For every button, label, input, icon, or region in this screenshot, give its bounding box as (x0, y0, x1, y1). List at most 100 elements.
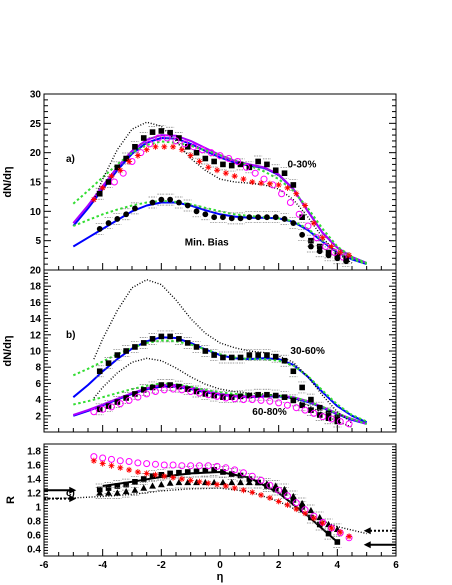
data-point-square (105, 485, 112, 491)
data-point-triangle (149, 482, 156, 489)
data-point-star (266, 180, 273, 187)
error-bracket (280, 354, 289, 367)
data-point-square (211, 158, 217, 165)
data-point-square (202, 348, 209, 354)
y-tick-label: 1 (35, 503, 41, 514)
data-point-open-circle (295, 210, 303, 218)
data-point-circle (211, 214, 218, 221)
error-bracket (157, 468, 166, 481)
data-point-open-circle (327, 415, 335, 423)
data-point-square (334, 252, 341, 259)
series-line (72, 140, 368, 264)
data-point-square (114, 483, 121, 489)
data-point-open-circle (292, 404, 300, 412)
y-tick-label: 2 (35, 411, 41, 422)
error-bracket (262, 158, 271, 171)
x-tick-label: 0 (217, 560, 223, 571)
data-point-star (108, 173, 115, 180)
data-point-open-circle (301, 406, 309, 414)
data-point-open-circle (125, 396, 133, 404)
data-point-square (184, 144, 191, 150)
data-point-square (308, 407, 314, 413)
data-point-circle (149, 199, 156, 206)
data-point-square (272, 392, 279, 399)
y-tick-label: 1.6 (27, 461, 41, 472)
error-bracket (130, 484, 139, 497)
error-bracket (157, 330, 166, 343)
error-bracket (315, 245, 324, 258)
data-point-star (319, 520, 326, 527)
error-bracket (148, 333, 157, 345)
data-point-square (167, 470, 173, 477)
data-point-triangle (184, 478, 192, 486)
error-bracket (227, 212, 236, 225)
error-bracket (139, 132, 148, 144)
data-point-star (284, 501, 291, 508)
error-bracket (201, 388, 210, 400)
error-bracket (289, 179, 298, 191)
data-point-open-circle (275, 486, 283, 494)
data-point-open-circle (99, 454, 107, 462)
data-point-open-circle (231, 466, 239, 474)
error-bracket (148, 480, 157, 492)
error-bracket (104, 400, 113, 412)
error-bracket (333, 536, 342, 548)
data-point-open-circle (146, 140, 154, 148)
x-axis-label: η (217, 571, 224, 583)
data-point-square (246, 352, 253, 358)
data-point-triangle (140, 484, 148, 491)
panel-b: 2 4 6 8 10 12 14 16 18 20 dN/dη b) 30-60% 60-80% (2, 266, 397, 433)
data-point-star (117, 167, 124, 174)
y-tick-label: 4 (35, 395, 41, 406)
data-point-square (167, 129, 173, 136)
data-point-open-circle (204, 462, 212, 470)
data-point-triangle (228, 478, 236, 486)
data-point-star (231, 485, 238, 492)
panel-label: a) (66, 154, 75, 165)
data-point-open-circle (169, 385, 177, 393)
data-point-open-circle (99, 405, 107, 413)
data-point-open-circle (116, 400, 124, 408)
data-point-square (123, 348, 129, 354)
data-point-open-circle (187, 462, 195, 470)
data-point-square (334, 414, 341, 421)
error-bracket (254, 349, 263, 361)
data-point-open-circle (181, 140, 189, 148)
data-point-square (220, 469, 226, 475)
data-point-square (299, 402, 305, 409)
data-point-star (231, 173, 238, 180)
data-point-open-circle (222, 464, 230, 472)
data-point-square (316, 404, 323, 411)
data-point-circle (167, 196, 174, 203)
data-point-star (275, 181, 282, 188)
data-point-square (264, 161, 270, 168)
data-point-square (220, 354, 226, 361)
y-tick-label: 0.8 (27, 517, 41, 528)
error-bracket (298, 228, 307, 241)
data-point-square (255, 391, 261, 398)
data-point-square (211, 352, 217, 358)
error-bracket (236, 390, 245, 403)
error-bracket (113, 487, 122, 499)
data-point-circle (272, 214, 279, 221)
error-bracket (148, 196, 157, 209)
error-bracket (262, 349, 271, 361)
error-bracket (157, 478, 166, 491)
data-point-open-circle (169, 461, 177, 469)
data-point-open-circle (239, 396, 247, 404)
x-tick-label: 6 (393, 560, 399, 571)
data-point-star (319, 234, 326, 241)
y-tick-label: 6 (35, 379, 41, 390)
error-bracket (236, 476, 245, 489)
data-point-star (134, 469, 141, 475)
error-bracket (95, 223, 104, 235)
data-point-triangle (219, 478, 227, 486)
data-point-square (316, 243, 323, 250)
data-point-open-circle (231, 395, 239, 403)
error-bracket (201, 476, 210, 489)
data-point-triangle (289, 492, 297, 500)
data-point-square (202, 467, 209, 474)
y-tick-label: 8 (35, 363, 41, 374)
error-bracket (183, 337, 192, 349)
error-bracket (333, 252, 342, 265)
